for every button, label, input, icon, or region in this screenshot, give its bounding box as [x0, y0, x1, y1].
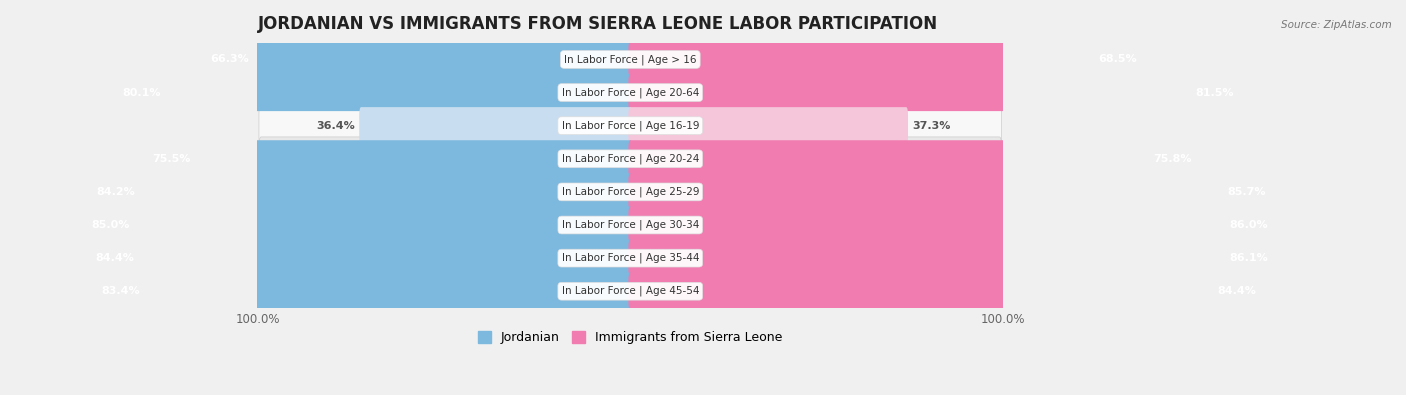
- FancyBboxPatch shape: [259, 170, 1001, 214]
- FancyBboxPatch shape: [628, 107, 908, 144]
- Text: 66.3%: 66.3%: [209, 55, 249, 64]
- FancyBboxPatch shape: [259, 71, 1001, 115]
- Text: In Labor Force | Age 20-64: In Labor Force | Age 20-64: [561, 87, 699, 98]
- Legend: Jordanian, Immigrants from Sierra Leone: Jordanian, Immigrants from Sierra Leone: [474, 326, 787, 349]
- FancyBboxPatch shape: [0, 207, 633, 244]
- Text: 75.5%: 75.5%: [152, 154, 190, 164]
- FancyBboxPatch shape: [3, 173, 633, 211]
- Text: In Labor Force | Age 35-44: In Labor Force | Age 35-44: [561, 253, 699, 263]
- Text: Source: ZipAtlas.com: Source: ZipAtlas.com: [1281, 20, 1392, 30]
- Text: 80.1%: 80.1%: [122, 88, 162, 98]
- FancyBboxPatch shape: [628, 273, 1260, 310]
- FancyBboxPatch shape: [628, 173, 1268, 211]
- Text: In Labor Force | Age 30-34: In Labor Force | Age 30-34: [561, 220, 699, 230]
- Text: 86.1%: 86.1%: [1230, 253, 1268, 263]
- FancyBboxPatch shape: [259, 137, 1001, 181]
- FancyBboxPatch shape: [8, 273, 633, 310]
- Text: 83.4%: 83.4%: [101, 286, 141, 296]
- Text: In Labor Force | Age 20-24: In Labor Force | Age 20-24: [561, 154, 699, 164]
- FancyBboxPatch shape: [628, 207, 1271, 244]
- Text: 68.5%: 68.5%: [1098, 55, 1137, 64]
- Text: 84.2%: 84.2%: [97, 187, 135, 197]
- Text: 86.0%: 86.0%: [1229, 220, 1268, 230]
- Text: In Labor Force | Age 16-19: In Labor Force | Age 16-19: [561, 120, 699, 131]
- FancyBboxPatch shape: [136, 41, 633, 78]
- Text: In Labor Force | Age 45-54: In Labor Force | Age 45-54: [561, 286, 699, 297]
- FancyBboxPatch shape: [1, 240, 633, 276]
- FancyBboxPatch shape: [628, 74, 1237, 111]
- FancyBboxPatch shape: [359, 107, 633, 144]
- Text: In Labor Force | Age > 16: In Labor Force | Age > 16: [564, 54, 696, 65]
- FancyBboxPatch shape: [259, 236, 1001, 280]
- Text: JORDANIAN VS IMMIGRANTS FROM SIERRA LEONE LABOR PARTICIPATION: JORDANIAN VS IMMIGRANTS FROM SIERRA LEON…: [257, 15, 938, 33]
- FancyBboxPatch shape: [34, 74, 633, 111]
- Text: 85.7%: 85.7%: [1227, 187, 1265, 197]
- Text: 85.0%: 85.0%: [91, 220, 129, 230]
- Text: In Labor Force | Age 25-29: In Labor Force | Age 25-29: [561, 187, 699, 197]
- FancyBboxPatch shape: [259, 38, 1001, 81]
- FancyBboxPatch shape: [628, 41, 1140, 78]
- Text: 37.3%: 37.3%: [912, 121, 950, 131]
- Text: 36.4%: 36.4%: [316, 121, 356, 131]
- FancyBboxPatch shape: [259, 269, 1001, 313]
- FancyBboxPatch shape: [67, 140, 633, 177]
- FancyBboxPatch shape: [628, 240, 1272, 276]
- Text: 81.5%: 81.5%: [1195, 88, 1234, 98]
- FancyBboxPatch shape: [259, 104, 1001, 147]
- Text: 84.4%: 84.4%: [1218, 286, 1256, 296]
- Text: 84.4%: 84.4%: [96, 253, 134, 263]
- Text: 75.8%: 75.8%: [1153, 154, 1192, 164]
- FancyBboxPatch shape: [259, 203, 1001, 247]
- FancyBboxPatch shape: [628, 140, 1195, 177]
